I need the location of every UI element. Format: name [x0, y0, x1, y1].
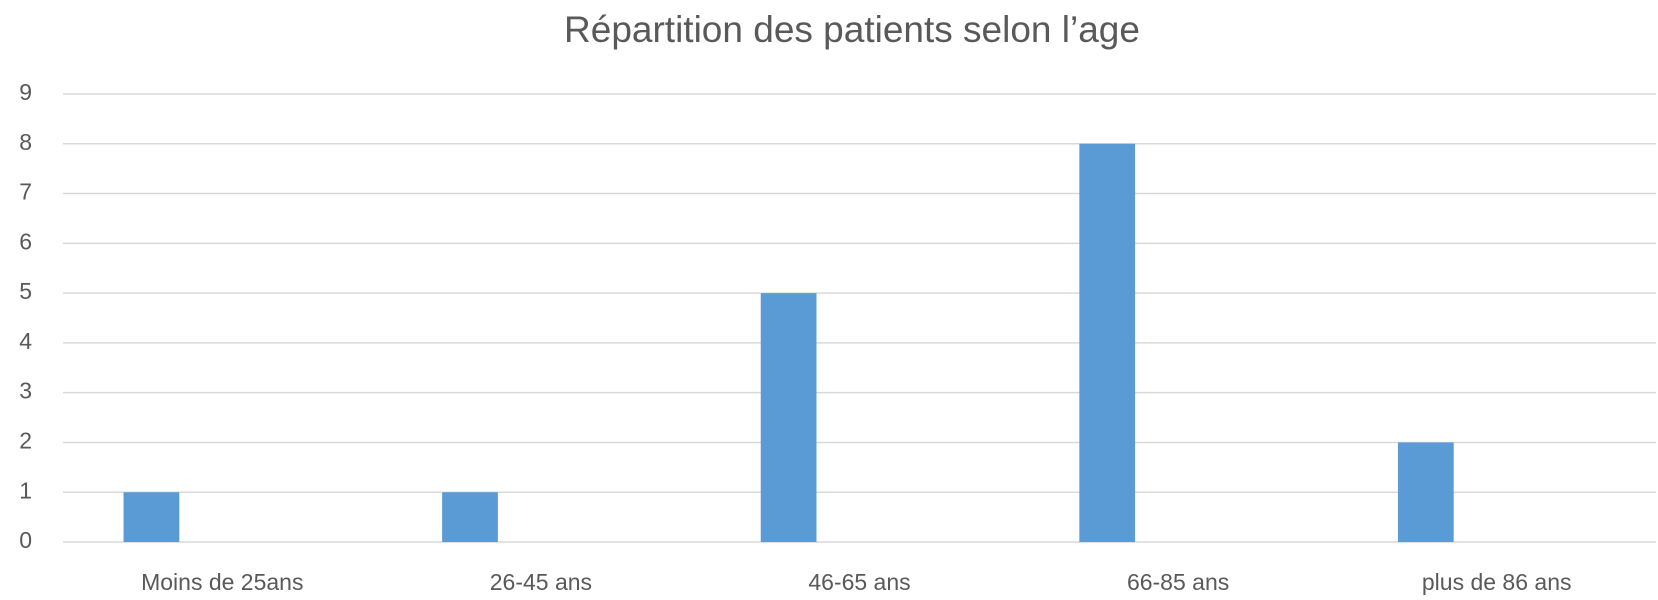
y-tick-label: 3: [19, 378, 32, 404]
y-tick-label: 0: [19, 527, 32, 553]
chart-title: Répartition des patients selon l’age: [564, 9, 1140, 50]
y-tick-label: 5: [19, 278, 32, 304]
y-tick-label: 7: [19, 179, 32, 205]
x-tick-label: 46-65 ans: [808, 569, 910, 595]
x-tick-label: 66-85 ans: [1127, 569, 1229, 595]
x-tick-label: Moins de 25ans: [141, 569, 303, 595]
y-tick-label: 4: [19, 328, 32, 354]
x-tick-label: plus de 86 ans: [1422, 569, 1572, 595]
y-tick-label: 9: [19, 79, 32, 105]
bar: [123, 492, 180, 542]
bar: [760, 293, 817, 542]
y-tick-label: 2: [19, 428, 32, 454]
y-tick-label: 8: [19, 129, 32, 155]
bar: [1397, 442, 1454, 542]
x-tick-label: 26-45 ans: [490, 569, 592, 595]
y-tick-label: 6: [19, 228, 32, 254]
y-tick-label: 1: [19, 477, 32, 503]
bar: [1079, 143, 1136, 542]
bar: [442, 492, 498, 542]
